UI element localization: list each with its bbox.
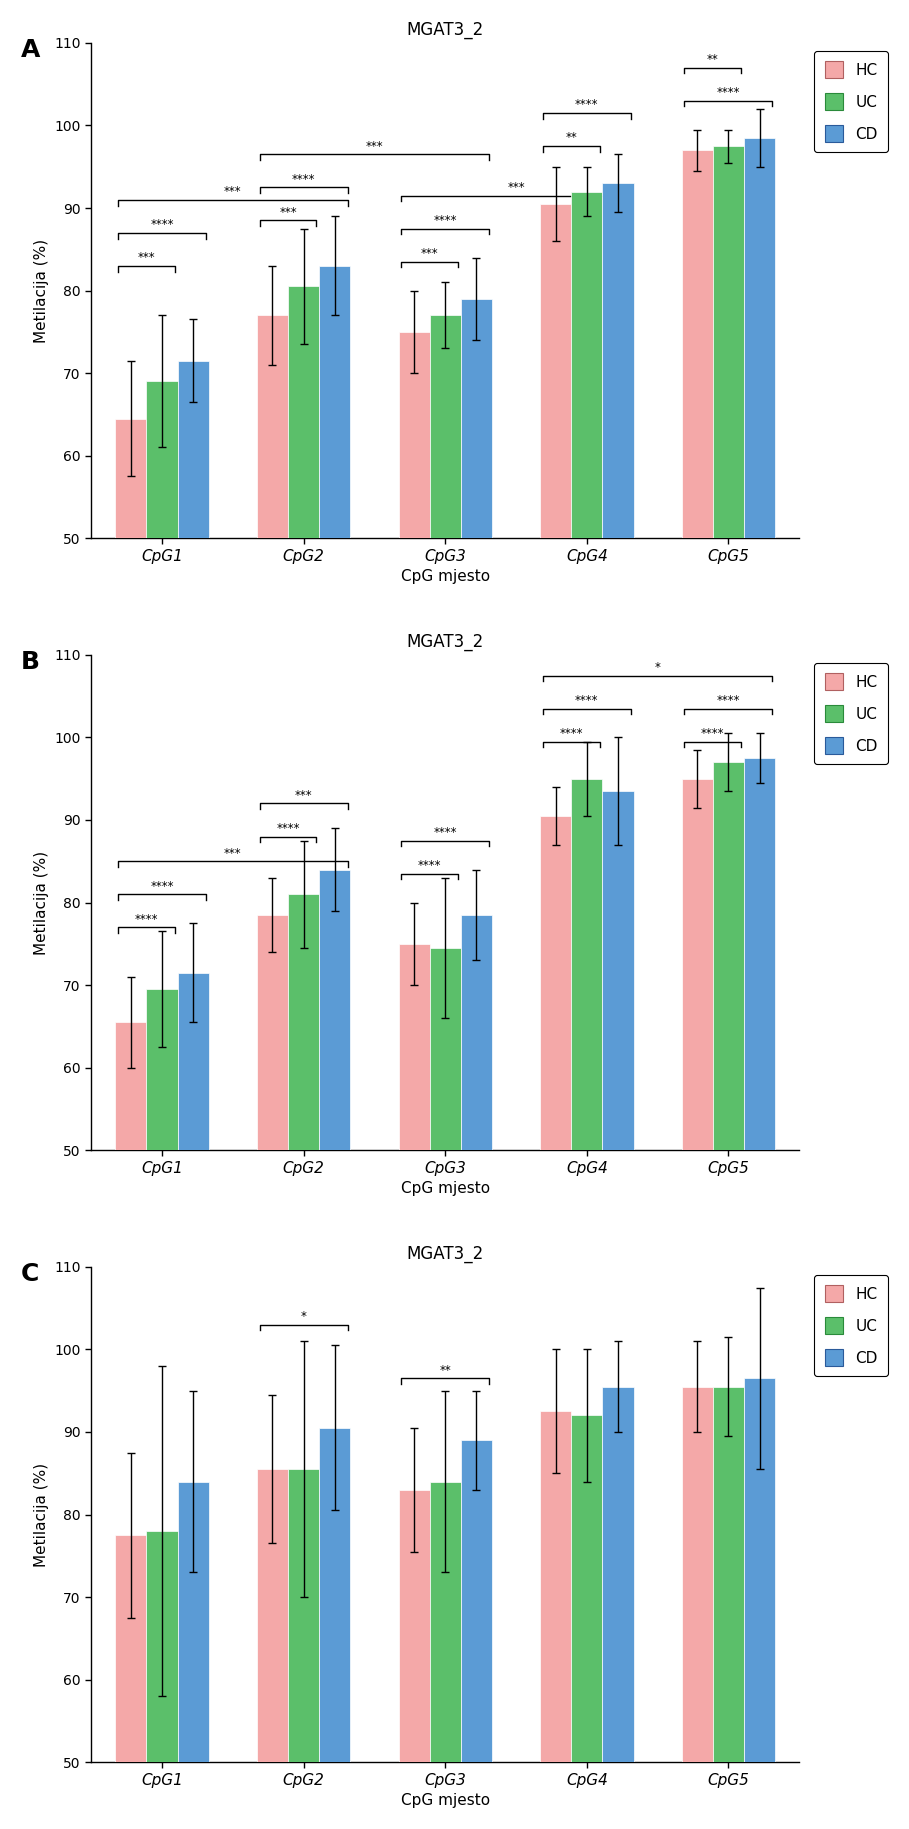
Text: ****: **** [276, 821, 300, 834]
X-axis label: CpG mjesto: CpG mjesto [401, 1792, 490, 1809]
Title: MGAT3_2: MGAT3_2 [406, 20, 484, 38]
Text: *: * [301, 1310, 306, 1322]
Y-axis label: Metilacija (%): Metilacija (%) [34, 1463, 49, 1567]
Bar [146, 382, 177, 538]
Text: ****: **** [559, 726, 583, 741]
Bar [744, 1379, 775, 1761]
Bar [177, 360, 209, 538]
Text: ****: **** [716, 693, 740, 706]
Bar [713, 146, 744, 538]
Text: ****: **** [150, 880, 174, 893]
Bar [115, 1535, 146, 1761]
Bar [146, 1531, 177, 1761]
Bar [430, 315, 461, 538]
Text: ****: **** [292, 172, 315, 187]
Bar [713, 763, 744, 1150]
Text: ****: **** [575, 99, 598, 112]
Bar [398, 331, 430, 538]
Legend: HC, UC, CD: HC, UC, CD [814, 1275, 888, 1377]
Text: ***: *** [224, 185, 242, 198]
Bar [744, 757, 775, 1150]
Bar [430, 947, 461, 1150]
Text: ****: **** [135, 913, 158, 925]
Text: ***: *** [137, 251, 155, 263]
Bar [603, 792, 634, 1150]
Bar [540, 816, 571, 1150]
Bar [430, 1481, 461, 1761]
Bar [540, 203, 571, 538]
Bar [571, 1416, 603, 1761]
Text: *: * [654, 660, 661, 673]
Bar [744, 137, 775, 538]
Bar [319, 265, 350, 538]
Bar [288, 894, 319, 1150]
Bar [682, 150, 713, 538]
Text: B: B [21, 649, 39, 673]
Bar [540, 1412, 571, 1761]
Bar [115, 1022, 146, 1150]
Text: ****: **** [418, 860, 442, 872]
Legend: HC, UC, CD: HC, UC, CD [814, 51, 888, 152]
Bar [319, 869, 350, 1150]
Bar [713, 1386, 744, 1761]
Text: ***: *** [365, 139, 384, 152]
Text: ****: **** [434, 827, 457, 840]
Bar [571, 779, 603, 1150]
Bar [461, 1439, 492, 1761]
Text: **: ** [439, 1364, 451, 1377]
Bar [288, 1469, 319, 1761]
Bar [461, 298, 492, 538]
Text: ***: *** [507, 181, 524, 194]
Title: MGAT3_2: MGAT3_2 [406, 633, 484, 651]
Bar [288, 287, 319, 538]
Text: C: C [21, 1262, 39, 1286]
Bar [603, 183, 634, 538]
Bar [257, 315, 288, 538]
Bar [682, 1386, 713, 1761]
Text: ***: *** [224, 847, 242, 860]
Bar [319, 1428, 350, 1761]
Text: ****: **** [575, 693, 598, 706]
Text: ***: *** [295, 788, 313, 801]
Bar [177, 1481, 209, 1761]
Text: **: ** [707, 53, 719, 66]
Bar [398, 1491, 430, 1761]
Text: **: ** [565, 132, 577, 144]
Bar [571, 192, 603, 538]
Bar [257, 1469, 288, 1761]
Bar [603, 1386, 634, 1761]
Text: ****: **** [150, 218, 174, 230]
Bar [115, 419, 146, 538]
Bar [682, 779, 713, 1150]
Text: ****: **** [701, 726, 724, 741]
Bar [461, 914, 492, 1150]
Text: ****: **** [716, 86, 740, 99]
Y-axis label: Metilacija (%): Metilacija (%) [34, 238, 49, 342]
Text: ****: **** [434, 214, 457, 227]
X-axis label: CpG mjesto: CpG mjesto [401, 569, 490, 583]
Bar [177, 973, 209, 1150]
Title: MGAT3_2: MGAT3_2 [406, 1246, 484, 1262]
X-axis label: CpG mjesto: CpG mjesto [401, 1182, 490, 1196]
Bar [257, 914, 288, 1150]
Bar [398, 944, 430, 1150]
Bar [146, 989, 177, 1150]
Text: A: A [21, 38, 40, 62]
Legend: HC, UC, CD: HC, UC, CD [814, 662, 888, 765]
Text: ***: *** [421, 247, 438, 260]
Y-axis label: Metilacija (%): Metilacija (%) [34, 850, 49, 955]
Text: ***: *** [279, 205, 297, 219]
